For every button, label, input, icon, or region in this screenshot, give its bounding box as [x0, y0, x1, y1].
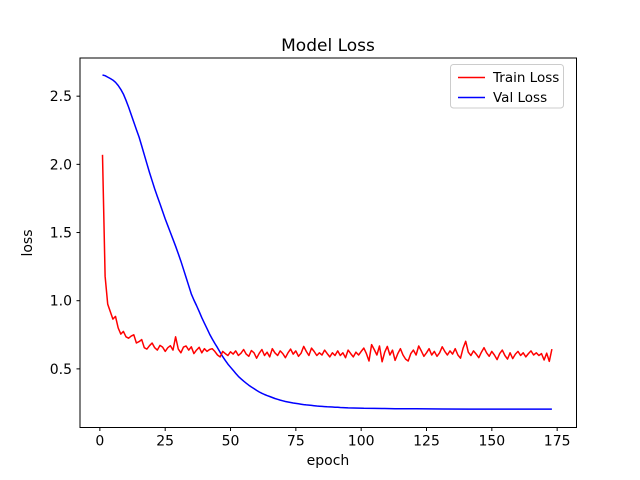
plot-area-border — [79, 57, 577, 428]
x-tick-label: 50 — [222, 434, 240, 450]
series-group — [101, 74, 553, 410]
y-tick-label: 1.5 — [50, 226, 72, 242]
chart-title: Model Loss — [281, 36, 375, 56]
y-tick-label: 0.5 — [50, 362, 72, 378]
y-tick-label: 1.0 — [50, 294, 72, 310]
x-axis-label: epoch — [307, 453, 350, 469]
legend: Train Loss Val Loss — [450, 64, 564, 109]
val-loss-line — [102, 74, 552, 410]
x-tick-label: 100 — [348, 434, 375, 450]
x-tick-label: 175 — [544, 434, 571, 450]
x-axis-ticks: 0 25 50 75 100 125 150 175 — [95, 427, 571, 450]
x-tick-label: 0 — [95, 434, 104, 450]
y-axis-label: loss — [20, 229, 36, 256]
legend-val-loss-label: Val Loss — [493, 90, 547, 106]
y-tick-label: 2.0 — [50, 157, 72, 173]
legend-train-loss-label: Train Loss — [492, 70, 559, 86]
y-tick-label: 2.5 — [50, 89, 72, 105]
x-tick-label: 25 — [156, 434, 174, 450]
train-loss-line — [101, 154, 553, 363]
x-tick-label: 150 — [478, 434, 505, 450]
x-tick-label: 75 — [287, 434, 305, 450]
y-axis-ticks: 0.5 1.0 1.5 2.0 2.5 — [50, 89, 80, 378]
x-tick-label: 125 — [413, 434, 440, 450]
